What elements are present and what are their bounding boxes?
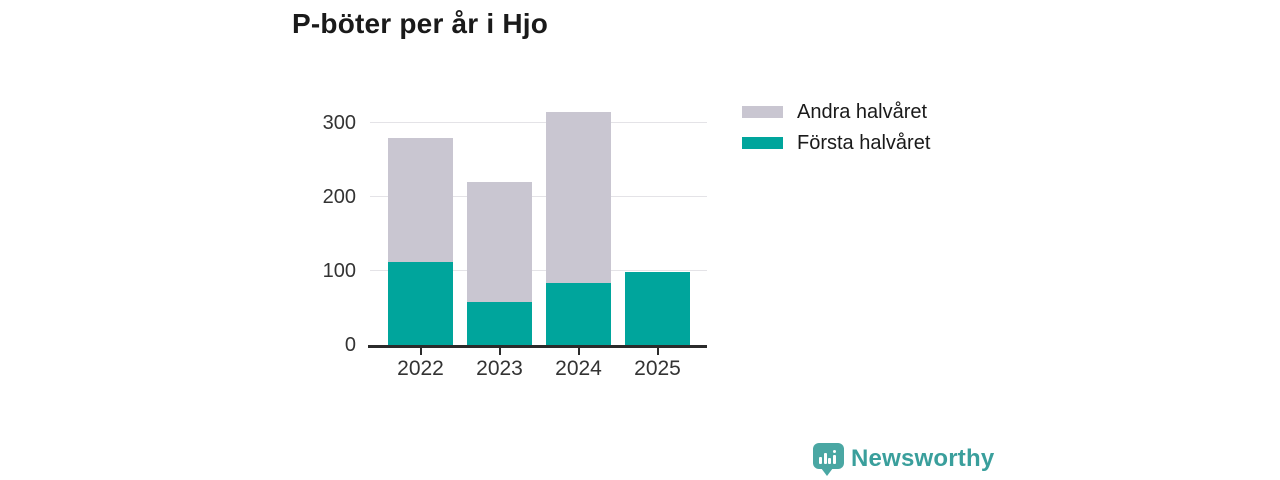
bar-segment-2022-första-halvåret xyxy=(388,262,453,345)
y-axis-tick-label: 100 xyxy=(322,259,356,282)
bar-segment-2024-första-halvåret xyxy=(546,282,611,345)
bar-segment-2023-första-halvåret xyxy=(467,302,532,345)
legend-swatch-forsta-halvaret xyxy=(742,137,783,149)
x-axis-tick xyxy=(498,348,501,355)
bar-segment-2023-andra-halvåret xyxy=(467,181,532,302)
legend-swatch-andra-halvaret xyxy=(742,106,783,118)
x-axis-tick-label: 2025 xyxy=(634,357,681,380)
legend-label: Andra halvåret xyxy=(797,100,928,123)
bar-segment-2024-andra-halvåret xyxy=(546,112,611,283)
x-axis-tick xyxy=(577,348,580,355)
newsworthy-logo-icon xyxy=(813,443,844,476)
legend-item-forsta-halvaret: Första halvåret xyxy=(742,132,930,154)
y-axis-tick-label: 300 xyxy=(322,111,356,134)
chart-title: P-böter per år i Hjo xyxy=(292,8,549,39)
x-axis-tick-label: 2024 xyxy=(555,357,602,380)
x-axis-tick-label: 2022 xyxy=(397,357,444,380)
newsworthy-branding: Newsworthy xyxy=(813,443,995,476)
y-axis-tick-label: 200 xyxy=(322,185,356,208)
y-axis-tick-label: 0 xyxy=(344,334,356,356)
gridline-300 xyxy=(370,122,707,124)
x-axis-tick-label: 2023 xyxy=(476,357,523,380)
gridline-100 xyxy=(370,270,707,272)
x-axis-tick xyxy=(656,348,659,355)
newsworthy-logo-text: Newsworthy xyxy=(851,445,995,472)
legend-item-andra-halvaret: Andra halvåret xyxy=(742,101,930,123)
legend: Andra halvåret Första halvåret xyxy=(742,101,930,163)
x-axis-line xyxy=(368,345,707,348)
bar-segment-2022-andra-halvåret xyxy=(388,137,453,262)
gridline-200 xyxy=(370,196,707,198)
legend-label: Första halvåret xyxy=(797,131,931,154)
x-axis-tick xyxy=(419,348,422,355)
bar-segment-2025-första-halvåret xyxy=(625,271,690,345)
